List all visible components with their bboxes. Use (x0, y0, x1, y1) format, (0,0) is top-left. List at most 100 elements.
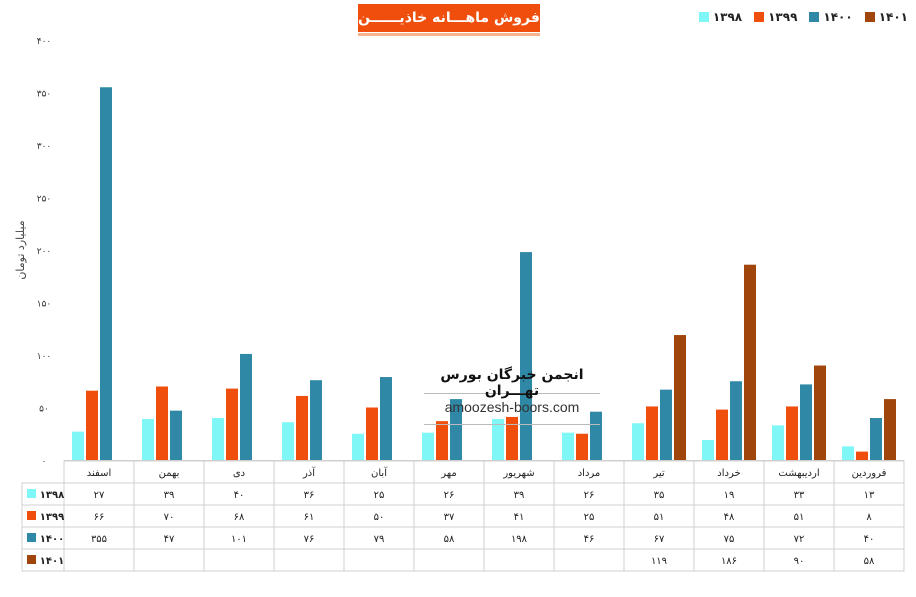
y-tick-label: ۰ (42, 457, 47, 467)
bar-۱۳۹۸-11 (72, 431, 84, 460)
category-label: مرداد (578, 468, 601, 479)
bar-۱۴۰۰-3 (660, 389, 672, 460)
bar-۱۳۹۹-10 (156, 386, 168, 460)
table-cell-value: ۷۲ (794, 534, 805, 545)
legend-label-1398: ۱۳۹۸ (712, 10, 743, 24)
bar-۱۳۹۹-5 (506, 416, 518, 460)
bar-۱۳۹۹-11 (86, 390, 98, 460)
table-legend-swatch-۱۳۹۹ (27, 511, 36, 520)
bar-۱۳۹۸-9 (212, 418, 224, 460)
table-legend-swatch-۱۴۰۱ (27, 555, 36, 564)
bar-۱۳۹۹-2 (716, 409, 728, 460)
table-cell-value: ۱۱۹ (651, 556, 667, 567)
table-cell-value: ۴۰ (864, 534, 875, 545)
bar-۱۳۹۹-1 (786, 406, 798, 460)
table-cell-value: ۱۹ (724, 490, 735, 501)
bar-۱۴۰۱-2 (744, 264, 756, 460)
y-tick-label: ۲۰۰ (37, 247, 52, 257)
table-legend-swatch-۱۳۹۸ (27, 489, 36, 498)
table-cell-value: ۳۳ (794, 490, 805, 501)
legend-label-1399: ۱۳۹۹ (768, 10, 798, 24)
legend-label-1401: ۱۴۰۱ (878, 10, 908, 24)
table-cell-value: ۷۵ (724, 534, 735, 545)
bar-۱۳۹۸-4 (562, 432, 574, 460)
legend-swatch-1401 (864, 12, 875, 22)
y-tick-label: ۳۰۰ (37, 142, 52, 152)
bar-۱۳۹۹-7 (366, 407, 378, 460)
category-label: مهر (440, 468, 456, 479)
category-label: آبان (371, 466, 388, 479)
table-cell-value: ۲۵ (584, 512, 595, 523)
table-cell-value: ۵۰ (374, 512, 385, 523)
table-cell-value: ۶۱ (304, 512, 315, 523)
bar-۱۳۹۹-8 (296, 395, 308, 460)
bar-۱۳۹۸-5 (492, 419, 504, 460)
table-cell-value: ۳۵۵ (91, 534, 107, 545)
bar-۱۴۰۰-0 (870, 418, 882, 460)
watermark-url: amoozesh-boors.com (444, 399, 580, 415)
category-label: دی (233, 468, 245, 479)
table-cell-value: ۴۶ (584, 534, 595, 545)
legend-item-1400: ۱۴۰۰ (809, 10, 853, 24)
legend-swatch-1398 (698, 12, 709, 22)
bar-۱۳۹۹-0 (856, 451, 868, 460)
y-tick-label: ۱۰۰ (37, 352, 52, 362)
category-label: آذر (302, 466, 316, 479)
bar-۱۴۰۰-6 (450, 399, 462, 460)
table-series-label: ۱۳۹۸ (40, 490, 64, 501)
bar-۱۴۰۰-1 (800, 384, 812, 460)
table-cell-value: ۸ (866, 512, 872, 523)
table-cell-value: ۴۱ (514, 512, 525, 523)
table-cell-value: ۷۶ (304, 534, 315, 545)
table-cell-value: ۱۹۸ (511, 534, 528, 545)
table-cell-value: ۳۹ (164, 490, 175, 501)
category-label: اسفند (87, 468, 111, 479)
table-cell-value: ۵۸ (864, 556, 875, 567)
y-axis-label: میلیارد تومان (14, 220, 27, 279)
title-underline (358, 33, 540, 36)
table-cell-value: ۱۰۱ (231, 534, 247, 545)
table-cell-value: ۳۵ (654, 490, 665, 501)
table-cell-value: ۴۸ (724, 512, 735, 523)
watermark-divider-top (424, 393, 600, 394)
table-cell-value: ۷۰ (164, 512, 175, 523)
bar-۱۳۹۸-0 (842, 446, 854, 460)
table-series-label: ۱۴۰۱ (40, 556, 64, 567)
bar-۱۴۰۰-2 (730, 381, 742, 460)
table-cell-value: ۲۵ (374, 490, 385, 501)
table-cell-value: ۳۹ (514, 490, 525, 501)
bar-۱۴۰۱-3 (674, 335, 686, 460)
bar-۱۴۰۰-11 (100, 87, 112, 460)
bar-۱۳۹۹-3 (646, 406, 658, 460)
bar-۱۳۹۸-8 (282, 422, 294, 460)
table-cell-value: ۱۳ (864, 490, 875, 501)
chart-title: فروش ماهـــانه خاذیــــــن (358, 4, 540, 32)
y-tick-label: ۱۵۰ (37, 300, 52, 310)
table-cell-value: ۵۱ (794, 512, 805, 523)
legend-swatch-1400 (809, 12, 820, 22)
legend-swatch-1399 (754, 12, 765, 22)
bar-۱۳۹۹-6 (436, 421, 448, 460)
legend-item-1399: ۱۳۹۹ (754, 10, 797, 24)
y-tick-label: ۲۵۰ (37, 195, 52, 205)
bar-۱۳۹۸-10 (142, 419, 154, 460)
bar-۱۴۰۰-4 (590, 411, 602, 460)
bar-۱۳۹۹-9 (226, 388, 238, 460)
watermark-divider-bottom (424, 424, 600, 425)
table-series-label: ۱۳۹۹ (40, 512, 64, 523)
bar-۱۴۰۰-5 (520, 252, 532, 460)
category-label: خرداد (717, 468, 740, 479)
category-label: فروردین (852, 468, 887, 479)
table-cell-value: ۴۰ (234, 490, 245, 501)
bar-۱۴۰۰-9 (240, 353, 252, 460)
table-cell-value: ۶۷ (654, 534, 665, 545)
table-cell-value: ۶۸ (234, 512, 245, 523)
bar-۱۳۹۸-1 (772, 425, 784, 460)
table-cell-value: ۷۹ (374, 534, 385, 545)
legend-label-1400: ۱۴۰۰ (823, 10, 853, 24)
y-tick-label: ۴۰۰ (37, 37, 52, 47)
table-cell-value: ۴۷ (164, 534, 175, 545)
bar-۱۳۹۸-3 (632, 423, 644, 460)
table-series-label: ۱۴۰۰ (40, 534, 64, 545)
